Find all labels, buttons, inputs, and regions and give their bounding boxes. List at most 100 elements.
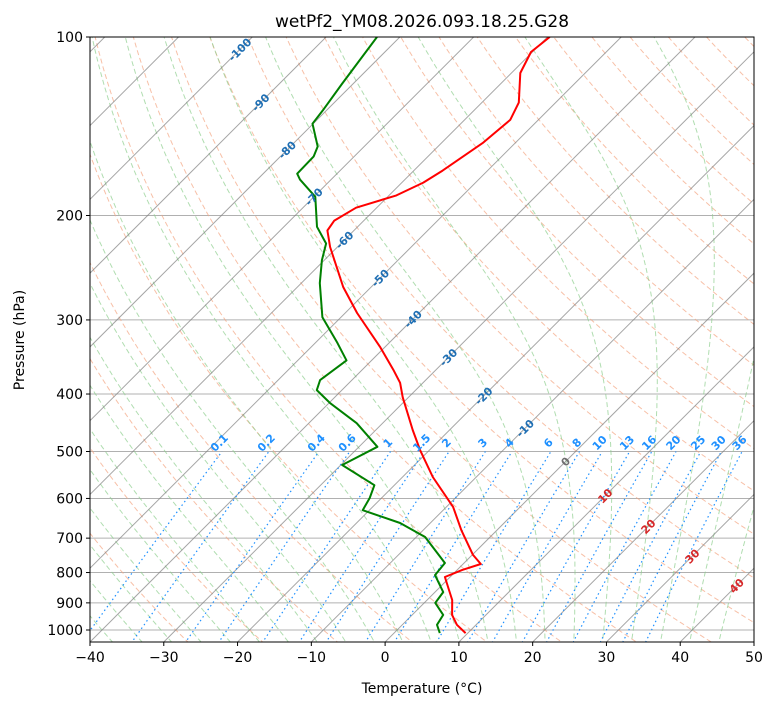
isotherm-label: -80 [276,138,299,161]
mixing-ratio-label: 16 [639,433,659,453]
y-tick-label: 100 [56,30,83,46]
dry-adiabat [132,37,638,642]
mixing-ratio-label: 25 [688,433,708,453]
dry-adiabat [438,37,754,366]
x-tick-label: 40 [671,650,689,666]
moist-adiabat [417,37,613,642]
x-tick-label: 0 [381,650,390,666]
moist-adiabat [91,37,432,642]
isotherm [458,346,754,642]
mixing-ratio-line [599,451,702,642]
moist-adiabat [265,37,546,642]
isotherm [90,37,327,274]
mixing-ratio-line [491,451,603,642]
y-axis-label: Pressure (hPa) [12,290,28,390]
dry-adiabat [90,446,264,642]
mixing-ratio-label: 36 [730,433,750,453]
mixing-ratio-line [298,451,425,642]
moist-adiabat [90,579,143,642]
mixing-ratio-line [393,451,513,642]
background-lines [90,37,754,642]
mixing-ratio-line [572,451,677,642]
mixing-ratio-label: 8 [570,436,585,451]
x-axis-label: Temperature (°C) [361,681,483,697]
dry-adiabat [209,37,754,624]
isotherm [605,493,754,642]
dry-adiabat [743,37,754,48]
y-tick-label: 300 [56,313,83,329]
mixing-ratio-label: 4 [502,435,517,450]
isotherm [90,37,549,496]
mixing-ratio-line [622,451,722,642]
mixing-ratio-line [546,451,653,642]
moist-adiabat [653,37,715,642]
x-tick-label: −10 [297,650,327,666]
dry-adiabat [362,37,754,450]
x-tick-label: −20 [223,650,253,666]
moist-adiabat [90,336,318,642]
x-tick-label: 20 [524,650,542,666]
dry-adiabat [90,261,414,642]
dry-adiabat [514,37,754,285]
dewpoint-profile-line [296,37,446,634]
x-tick-label: 10 [450,650,468,666]
isotherm-label: -70 [303,185,326,208]
y-tick-label: 800 [56,566,83,582]
isotherm [90,37,622,569]
mixing-ratio-line [521,451,631,642]
dry-adiabat [94,37,563,642]
dry-adiabat [629,37,754,166]
x-tick-label: −30 [149,650,179,666]
mixing-ratio-label: 13 [617,433,637,453]
moist-adiabat [689,355,754,642]
moist-adiabat [90,468,231,642]
plot-frame [89,36,755,643]
isotherm-label: -100 [226,35,255,64]
dry-adiabat [476,37,754,325]
y-tick-label: 600 [56,491,83,507]
x-tick-label: −40 [75,650,105,666]
isotherm [384,272,754,642]
mixing-ratio-label: 1 [381,436,396,451]
y-tick-label: 1000 [47,623,83,639]
temperature-profile-line [326,37,551,634]
y-tick-label: 700 [56,531,83,547]
moist-adiabat [90,282,347,642]
moist-adiabat [90,384,289,642]
dry-adiabat [171,37,713,642]
moist-adiabat [90,544,173,642]
x-tick-label: 50 [745,650,763,666]
x-tick-label: 30 [598,650,616,666]
moist-adiabat [124,37,461,642]
moist-adiabat [332,37,576,642]
moist-adiabat [718,504,754,642]
moist-adiabat [90,139,404,642]
profile-lines [296,37,551,634]
mixing-ratio-label: 6 [541,435,556,450]
mixing-ratio-line [218,451,351,642]
mixing-ratio-label: 3 [476,436,491,451]
y-tick-label: 900 [56,596,83,612]
dry-adiabat [90,357,339,642]
isotherm [90,37,475,422]
mixing-ratio-label: 30 [709,433,729,453]
isotherm [90,37,401,348]
dry-adiabat [323,37,754,492]
mixing-ratio-line [645,451,743,642]
mixing-ratio-line [185,451,320,642]
moist-adiabat [90,427,261,642]
mixing-ratio-label: 10 [590,433,610,453]
line-labels: 0.1 0.2 0.4 0.6 1 1.5 2 3 4 6 8 10 13 16 20 25 30 36-100-… [208,35,750,596]
dry-adiabat [285,37,754,535]
isotherm [310,198,754,642]
mixing-ratio-line [436,451,552,642]
isotherm [90,37,254,201]
moist-adiabat [209,37,517,642]
y-tick-label: 400 [56,387,83,403]
isotherm [90,37,180,127]
mixing-ratio-label: 20 [664,433,684,453]
dry-adiabat [553,37,754,245]
moist-adiabat [90,218,375,642]
dry-adiabat [400,37,754,408]
